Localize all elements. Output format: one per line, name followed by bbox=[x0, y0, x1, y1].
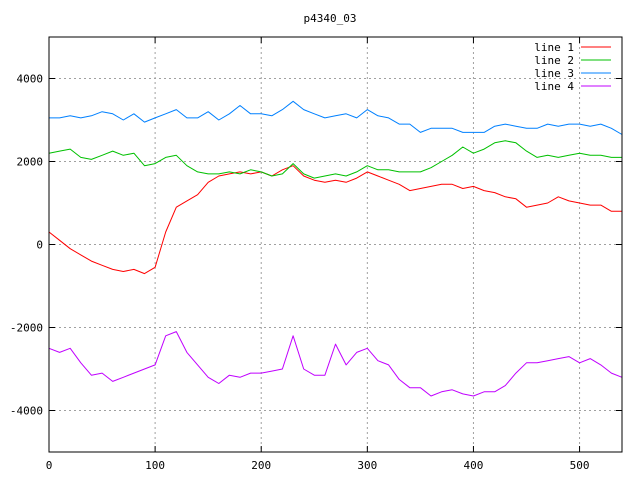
series-line-3 bbox=[49, 100, 623, 135]
legend-label: line 1 bbox=[534, 41, 574, 54]
x-tick-label: 400 bbox=[464, 459, 484, 472]
series-lines bbox=[48, 100, 623, 397]
x-tick-label: 100 bbox=[145, 459, 165, 472]
y-tick-label: 4000 bbox=[17, 73, 44, 86]
legend-label: line 4 bbox=[534, 80, 574, 93]
legend-label: line 2 bbox=[534, 54, 574, 67]
x-tick-label: 200 bbox=[251, 459, 271, 472]
y-tick-label: 2000 bbox=[17, 156, 44, 169]
y-tick-label: -2000 bbox=[10, 322, 43, 335]
series-line-2 bbox=[48, 140, 622, 179]
x-tick-label: 0 bbox=[46, 459, 53, 472]
gridlines bbox=[49, 37, 622, 452]
series-line-4 bbox=[48, 331, 623, 397]
legend-label: line 3 bbox=[534, 67, 574, 80]
y-tick-label: 0 bbox=[36, 239, 43, 252]
axis-ticks: 0 100 200 300 400 500 -4000 -2000 0 2000 4000 bbox=[10, 37, 622, 472]
y-tick-label: -4000 bbox=[10, 405, 43, 418]
x-tick-label: 500 bbox=[570, 459, 590, 472]
x-tick-label: 300 bbox=[357, 459, 377, 472]
series-line-1 bbox=[48, 165, 622, 275]
chart-title: p4340_03 bbox=[304, 12, 357, 25]
plot-frame bbox=[48, 36, 623, 453]
